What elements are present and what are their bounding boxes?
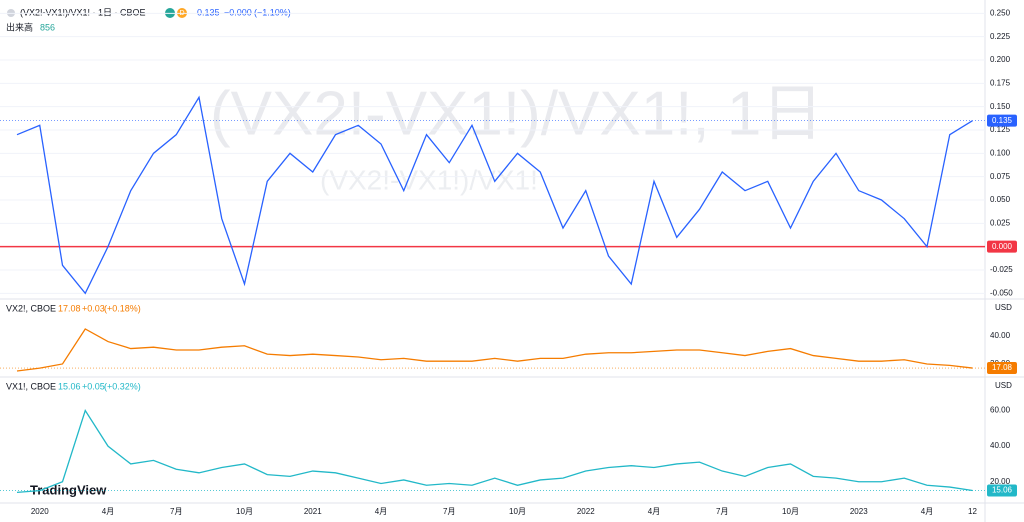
x-tick-label: 4月 (375, 507, 387, 516)
y-tick-label: 40.00 (990, 441, 1011, 450)
watermark-sub: (VX2!-VX1!)/VX1! (320, 164, 538, 195)
legend-change: +0.05 (82, 381, 105, 391)
last-price-tag (987, 362, 1017, 375)
legend-symbol: VX2!, CBOE (6, 303, 56, 313)
watermark: (VX2!-VX1!)/VX1!, 1日 (210, 79, 823, 148)
series-line (16, 328, 973, 372)
y-tick-label: 0.075 (990, 172, 1011, 181)
x-tick-label: 4月 (648, 507, 660, 516)
legend-change-pct: (+0.32%) (104, 381, 141, 391)
unit-label: USD (995, 303, 1012, 312)
y-tick-label: -0.050 (990, 288, 1013, 297)
last-value: 0.135 (197, 7, 220, 17)
x-tick-label: 2022 (577, 507, 595, 516)
x-tick-label: 2023 (850, 507, 868, 516)
legend-last: 17.08 (58, 303, 81, 313)
x-tick-label: 7月 (170, 507, 182, 516)
series-line (16, 409, 973, 494)
y-tick-label: 0.025 (990, 218, 1011, 227)
legend-change: +0.03 (82, 303, 105, 313)
y-tick-label: 0.100 (990, 148, 1011, 157)
last-price-tag (987, 114, 1017, 127)
y-tick-label: 40.00 (990, 331, 1011, 340)
y-tick-label: 0.200 (990, 55, 1011, 64)
last-price-label: 0.135 (992, 116, 1013, 125)
x-tick-label: 7月 (443, 507, 455, 516)
x-tick-label: 10月 (236, 507, 253, 516)
y-tick-label: 0.250 (990, 8, 1011, 17)
legend-last: 15.06 (58, 381, 81, 391)
y-tick-label: 20.00 (990, 477, 1011, 486)
volume-label: 出来高 (6, 21, 33, 32)
volume-value: 856 (40, 22, 55, 32)
x-tick-label: 4月 (102, 507, 114, 516)
y-tick-label: 60.00 (990, 406, 1011, 415)
last-price-tag (987, 484, 1017, 497)
last-price-label: 17.08 (992, 363, 1013, 372)
y-tick-label: 0.225 (990, 32, 1011, 41)
hline-tag (987, 240, 1017, 253)
x-tick-label: 4月 (921, 507, 933, 516)
symbol-title[interactable]: (VX2!-VX1!)/VX1! · 1日 · CBOE (20, 7, 146, 17)
change-pct: (−1.10%) (254, 7, 291, 17)
y-tick-label: 0.050 (990, 195, 1011, 204)
legend-symbol: VX1!, CBOE (6, 381, 56, 391)
x-tick-label: 12 (968, 507, 977, 516)
x-tick-label: 7月 (716, 507, 728, 516)
x-tick-label: 2020 (31, 507, 49, 516)
x-tick-label: 10月 (509, 507, 526, 516)
hline-label: 0.000 (992, 242, 1013, 251)
y-tick-label: 0.175 (990, 78, 1011, 87)
y-tick-label: 0.150 (990, 102, 1011, 111)
series-line (16, 95, 973, 295)
y-tick-label: 0.125 (990, 125, 1011, 134)
y-tick-label: -0.025 (990, 265, 1013, 274)
x-tick-label: 2021 (304, 507, 322, 516)
x-tick-label: 10月 (782, 507, 799, 516)
last-price-label: 15.06 (992, 486, 1013, 495)
legend-change-pct: (+0.18%) (104, 303, 141, 313)
unit-label: USD (995, 381, 1012, 390)
change: −0.000 (224, 7, 252, 17)
